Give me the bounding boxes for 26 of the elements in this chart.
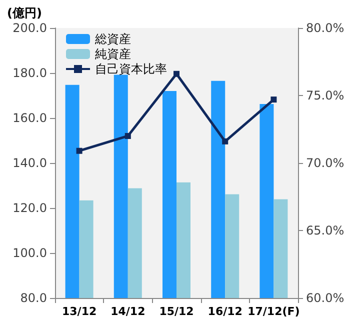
point xyxy=(124,133,131,139)
y-tick-label: 200.0 xyxy=(12,21,47,35)
y-tick-label: 140.0 xyxy=(12,156,47,170)
point xyxy=(174,70,180,77)
y-tick-label: 160.0 xyxy=(12,111,47,125)
point xyxy=(270,96,277,103)
legend-label: 自己資本比率 xyxy=(95,62,167,76)
point xyxy=(76,148,82,154)
x-tick-label: 17/12(F) xyxy=(248,305,300,318)
x-tick-label: 15/12 xyxy=(159,305,194,318)
y-tick-label: 100.0 xyxy=(12,246,47,260)
legend-label: 純資産 xyxy=(95,47,131,61)
y-tick-label: 120.0 xyxy=(12,201,47,215)
y-tick-label: 180.0 xyxy=(12,66,47,80)
y-axis-title: (億円) xyxy=(7,6,42,20)
x-tick-label: 14/12 xyxy=(110,305,146,318)
x-tick-label: 16/12 xyxy=(208,305,242,318)
y2-tick-label: 65.0% xyxy=(306,224,344,238)
y2-tick-label: 60.0% xyxy=(306,291,344,305)
y-tick-label: 80.0 xyxy=(20,291,47,305)
y2-tick-label: 75.0% xyxy=(306,88,344,102)
y2-tick-label: 80.0% xyxy=(306,21,344,35)
y2-tick-label: 70.0% xyxy=(306,156,344,170)
legend-label: 総資産 xyxy=(94,32,131,46)
point xyxy=(222,138,228,144)
x-tick-label: 13/12 xyxy=(62,305,97,318)
